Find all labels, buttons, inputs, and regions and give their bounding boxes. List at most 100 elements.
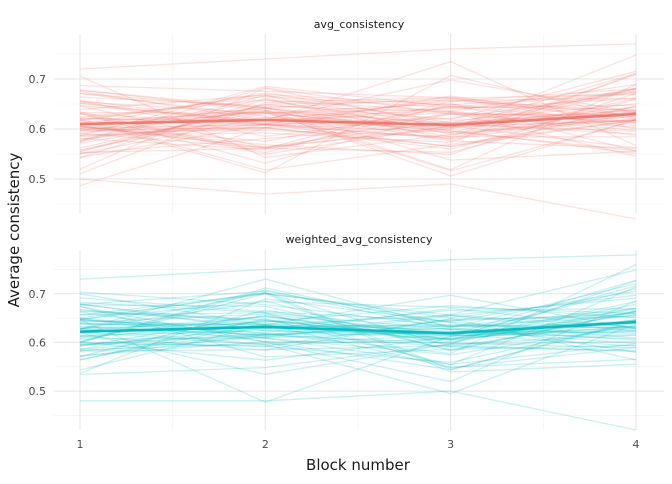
individual-line — [79, 315, 637, 352]
individual-line — [79, 292, 637, 373]
individual-line — [79, 313, 637, 338]
individual-line — [79, 70, 637, 153]
y-tick-label: 0.6 — [29, 123, 47, 136]
individual-line — [79, 96, 637, 175]
individual-line — [79, 92, 637, 125]
individual-line — [79, 291, 637, 328]
individual-line — [79, 328, 637, 358]
individual-line — [79, 316, 637, 347]
individual-line — [79, 316, 637, 348]
individual-line — [79, 106, 637, 149]
individual-line — [79, 308, 637, 330]
individual-line — [79, 43, 637, 70]
individual-line — [79, 98, 637, 159]
individual-line — [79, 74, 637, 138]
individual-line — [79, 307, 637, 334]
individual-line — [79, 92, 637, 156]
individual-line — [79, 323, 637, 369]
individual-line — [79, 313, 637, 335]
individual-line — [79, 118, 637, 171]
x-tick-label: 4 — [633, 438, 640, 451]
individual-line — [79, 314, 637, 371]
individual-line — [79, 292, 637, 319]
individual-line — [79, 293, 637, 319]
individual-line — [79, 54, 637, 149]
individual-line — [79, 290, 637, 353]
individual-line — [79, 112, 637, 155]
individual-line — [79, 87, 637, 170]
individual-line — [79, 111, 637, 172]
individual-line — [79, 97, 637, 114]
individual-line — [79, 178, 637, 220]
individual-line — [79, 289, 637, 344]
individual-line — [79, 74, 637, 174]
individual-line — [79, 106, 637, 161]
individual-line — [79, 105, 637, 153]
x-axis-label: Block number — [306, 456, 411, 474]
individual-line — [79, 94, 637, 142]
individual-line — [79, 109, 637, 187]
y-tick-label: 0.6 — [29, 336, 47, 349]
individual-line — [79, 304, 637, 330]
panel-weighted-avg-consistency: weighted_avg_consistency 0.5 0.6 0.7 — [29, 233, 664, 431]
panel-avg-consistency: avg_consistency 0.5 0.6 0.7 — [29, 18, 664, 220]
individual-line — [79, 98, 637, 150]
individual-line — [79, 303, 637, 335]
individual-line — [79, 97, 637, 143]
y-tick-label: 0.5 — [29, 385, 47, 398]
individual-line — [79, 96, 637, 137]
individual-line — [79, 92, 637, 124]
individual-line — [79, 334, 637, 351]
mean-line — [79, 320, 637, 335]
individual-line — [79, 111, 637, 159]
y-tick-label: 0.5 — [29, 173, 47, 186]
individual-line — [79, 254, 637, 280]
individual-line — [79, 89, 637, 150]
x-axis: 1 2 3 4 — [77, 438, 640, 451]
individual-line — [79, 317, 637, 361]
individual-line — [79, 123, 637, 155]
individual-line — [79, 312, 637, 345]
individual-line — [79, 327, 637, 366]
y-tick-label: 0.7 — [29, 73, 47, 86]
individual-line — [79, 112, 637, 151]
y-tick-label: 0.7 — [29, 288, 47, 301]
individual-line — [79, 123, 637, 133]
individual-line — [79, 102, 637, 152]
individual-line — [79, 79, 637, 140]
individual-line — [79, 300, 637, 383]
individual-line — [79, 98, 637, 125]
individual-line — [79, 321, 637, 361]
individual-line — [79, 292, 637, 348]
mean-line — [79, 112, 637, 127]
individual-line — [79, 332, 637, 352]
y-axis-label: Average consistency — [5, 152, 23, 307]
individual-line — [79, 75, 637, 159]
individual-line — [79, 310, 637, 340]
individual-line — [79, 90, 637, 121]
individual-line — [79, 303, 637, 358]
individual-line — [79, 103, 637, 148]
individual-line — [79, 92, 637, 126]
individual-line — [79, 264, 637, 355]
individual-line — [79, 280, 637, 375]
individual-line — [79, 322, 637, 364]
individual-line — [79, 279, 637, 346]
individual-line — [79, 84, 637, 117]
individual-line — [79, 288, 637, 403]
individual-line — [79, 319, 637, 340]
x-tick-label: 2 — [262, 438, 269, 451]
individual-line — [79, 290, 637, 322]
individual-line — [80, 390, 637, 431]
individual-line — [79, 90, 637, 122]
x-tick-label: 1 — [77, 438, 84, 451]
individual-line — [79, 298, 637, 374]
individual-line — [79, 293, 637, 330]
individual-line — [79, 287, 637, 343]
individual-line — [79, 308, 637, 335]
individual-line — [79, 87, 637, 142]
individual-line — [79, 60, 637, 147]
individual-line — [79, 85, 637, 137]
individual-line — [79, 103, 637, 154]
